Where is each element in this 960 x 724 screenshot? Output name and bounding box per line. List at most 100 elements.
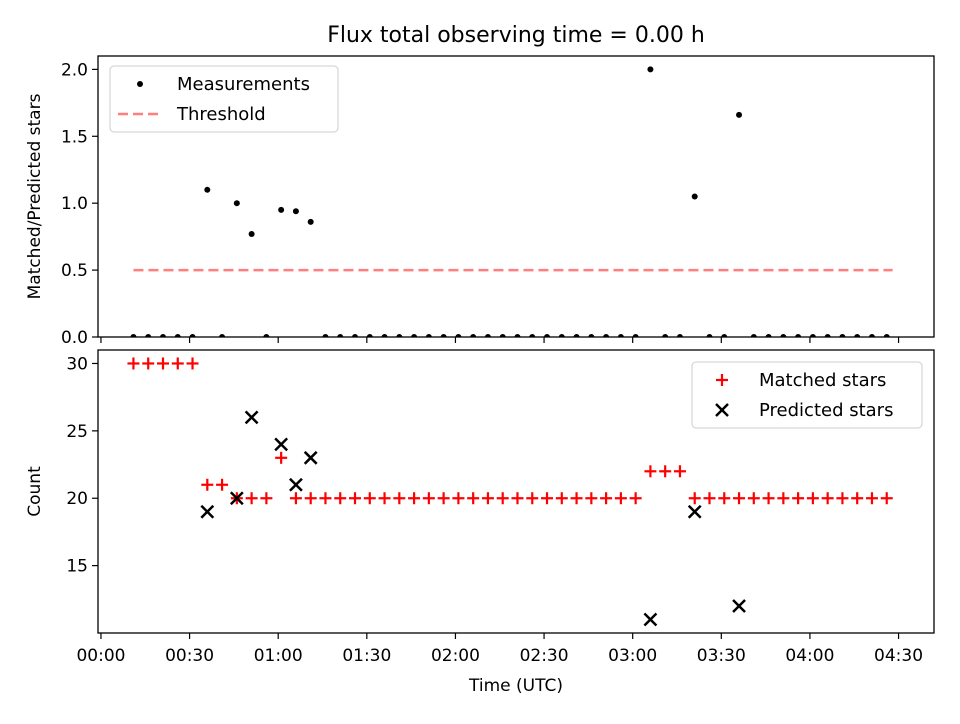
matched-star-marker [496,492,509,505]
legend-handle-matched [716,374,728,386]
matched-star-marker [851,492,864,505]
measurement-point [839,334,846,337]
legend-label: Matched stars [759,370,886,391]
measurement-point [322,334,329,337]
measurement-point [662,334,669,337]
matched-star-marker [703,492,716,505]
measurement-point [721,334,728,337]
matched-star-marker [304,492,317,505]
matched-star-marker [526,492,539,505]
legend-label: Measurements [177,74,310,95]
legend-label: Predicted stars [759,400,893,421]
predicted-star-marker [200,504,215,519]
measurement-point [219,334,226,337]
matched-star-marker [171,357,184,370]
legend-handle-measurements [137,81,143,87]
measurement-point [529,334,536,337]
matched-star-marker [408,492,421,505]
measurement-point [130,334,137,337]
matched-star-marker [806,492,819,505]
measurement-point [750,334,757,337]
predicted-star-marker [274,437,289,452]
matched-star-marker [378,492,391,505]
predicted-star-marker [687,504,702,519]
matched-star-marker [289,492,302,505]
measurement-point [307,218,314,225]
chart-title: Flux total observing time = 0.00 h [327,23,705,48]
matched-star-marker [437,492,450,505]
matched-star-marker [865,492,878,505]
x-axis-label: Time (UTC) [468,676,563,696]
measurement-point [765,334,772,337]
measurement-point [204,186,211,193]
measurement-point [366,334,373,337]
xtick-label: 01:00 [254,646,303,666]
matched-star-marker [673,465,686,478]
count-axes-frame [97,349,935,634]
matched-star-marker [127,357,140,370]
measurement-point [558,334,565,337]
measurement-point [352,334,359,337]
count-ytick-label: 20 [66,489,88,509]
legend-box [691,361,923,429]
matched-star-marker [245,492,258,505]
measurement-point [233,200,240,207]
matched-star-marker [260,492,273,505]
predicted-star-marker [229,491,244,506]
matched-star-marker [275,451,288,464]
ratio-ytick-label: 1.5 [61,127,88,147]
matched-star-marker [452,492,465,505]
xtick-label: 01:30 [342,646,391,666]
matched-star-marker [363,492,376,505]
xtick-label: 04:00 [785,646,834,666]
measurement-point [499,334,506,337]
measurement-point [381,334,388,337]
ratio-data-layer [130,66,893,337]
xtick-label: 03:00 [608,646,657,666]
ratio-axes-frame [97,55,935,338]
count-ytick-label: 15 [66,557,88,577]
xtick-label: 03:30 [697,646,746,666]
ratio-ytick-label: 2.0 [61,60,88,80]
measurement-point [189,334,196,337]
matched-star-marker [600,492,613,505]
count-data-layer [127,357,893,627]
measurement-point [544,334,551,337]
measurement-point [809,334,816,337]
xtick-label: 00:30 [165,646,214,666]
matched-star-marker [733,492,746,505]
matched-star-marker [688,492,701,505]
measurement-point [795,334,802,337]
measurement-point [736,111,743,118]
measurement-point [780,334,787,337]
ratio-legend: Measurements Threshold [109,65,339,133]
matched-star-marker [511,492,524,505]
ratio-ytick-label: 1.0 [61,194,88,214]
count-legend: Matched stars Predicted stars [691,361,923,429]
matched-star-marker [216,478,229,491]
matched-star-marker [792,492,805,505]
count-y-axis-label: Count [25,466,45,517]
ratio-ytick-label: 0.0 [61,328,88,348]
matched-star-marker [393,492,406,505]
count-panel: 15 20 25 30 00:00 00:30 01:00 01:30 02:00 02:30 03… [25,349,935,666]
predicted-star-marker [732,599,746,613]
measurement-point [573,334,580,337]
measurement-point [854,334,861,337]
matched-star-marker [629,492,642,505]
matched-star-marker [319,492,332,505]
matched-star-marker [334,492,347,505]
measurement-point [632,334,639,337]
matched-star-marker [349,492,362,505]
measurement-point [883,334,890,337]
xtick-label: 04:30 [874,646,923,666]
measurement-point [868,334,875,337]
measurement-point [292,208,299,215]
matched-star-marker [880,492,893,505]
measurement-point [411,334,418,337]
matched-star-marker [555,492,568,505]
measurement-point [278,206,285,213]
predicted-star-marker [643,612,658,627]
